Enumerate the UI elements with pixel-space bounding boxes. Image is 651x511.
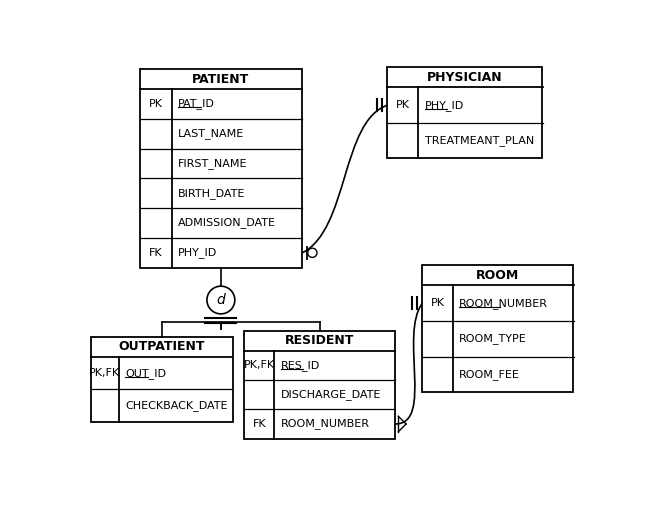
Bar	[90, 337, 232, 422]
Text: FK: FK	[253, 419, 266, 429]
Text: PK: PK	[396, 100, 410, 110]
Text: ROOM_NUMBER: ROOM_NUMBER	[281, 419, 370, 429]
Text: BIRTH_DATE: BIRTH_DATE	[178, 188, 245, 199]
Text: DISCHARGE_DATE: DISCHARGE_DATE	[281, 389, 381, 400]
Text: FIRST_NAME: FIRST_NAME	[178, 158, 248, 169]
Text: PHY_ID: PHY_ID	[424, 100, 464, 111]
Text: ADMISSION_DATE: ADMISSION_DATE	[178, 218, 276, 228]
Text: FK: FK	[149, 248, 163, 258]
Text: OUT_ID: OUT_ID	[125, 368, 166, 379]
Text: ROOM_NUMBER: ROOM_NUMBER	[459, 298, 547, 309]
Bar	[139, 69, 302, 268]
Text: PHYSICIAN: PHYSICIAN	[427, 71, 503, 84]
Bar	[244, 331, 395, 438]
Text: d: d	[217, 293, 225, 307]
Text: ROOM: ROOM	[477, 269, 519, 282]
Text: ROOM_TYPE: ROOM_TYPE	[459, 334, 527, 344]
Text: ROOM_FEE: ROOM_FEE	[459, 369, 519, 380]
Text: PAT_ID: PAT_ID	[178, 99, 215, 109]
Text: RES_ID: RES_ID	[281, 360, 320, 371]
Text: PK,FK: PK,FK	[89, 368, 120, 378]
Text: PHY_ID: PHY_ID	[178, 247, 217, 258]
Bar	[422, 265, 574, 392]
Text: OUTPATIENT: OUTPATIENT	[118, 340, 205, 354]
Text: CHECKBACK_DATE: CHECKBACK_DATE	[125, 400, 228, 411]
Text: LAST_NAME: LAST_NAME	[178, 128, 245, 139]
Text: TREATMEANT_PLAN: TREATMEANT_PLAN	[424, 135, 534, 146]
Text: PK: PK	[430, 298, 445, 308]
Text: PATIENT: PATIENT	[192, 73, 249, 85]
Text: RESIDENT: RESIDENT	[285, 334, 354, 347]
Text: PK: PK	[149, 99, 163, 109]
Bar	[387, 67, 542, 158]
Text: PK,FK: PK,FK	[243, 360, 275, 370]
